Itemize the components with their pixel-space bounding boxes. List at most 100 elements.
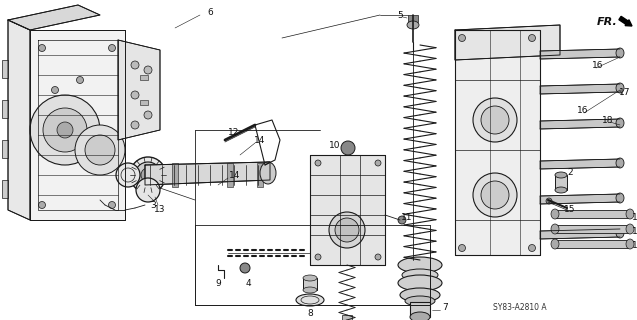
Circle shape xyxy=(335,218,359,242)
Ellipse shape xyxy=(555,187,567,193)
Circle shape xyxy=(315,160,321,166)
Circle shape xyxy=(329,212,365,248)
Circle shape xyxy=(481,181,509,209)
Polygon shape xyxy=(555,175,567,190)
Polygon shape xyxy=(2,60,8,78)
Text: 4: 4 xyxy=(245,278,251,287)
Polygon shape xyxy=(540,49,620,59)
Ellipse shape xyxy=(626,224,634,234)
Circle shape xyxy=(546,198,552,204)
Polygon shape xyxy=(8,20,30,220)
Circle shape xyxy=(116,163,140,187)
Polygon shape xyxy=(2,180,8,198)
Text: 1: 1 xyxy=(632,228,637,236)
Circle shape xyxy=(38,202,45,209)
Bar xyxy=(140,75,148,80)
Circle shape xyxy=(57,122,73,138)
Polygon shape xyxy=(408,15,418,22)
Circle shape xyxy=(144,111,152,119)
Polygon shape xyxy=(2,140,8,158)
Circle shape xyxy=(481,106,509,134)
Polygon shape xyxy=(145,162,270,185)
Text: 9: 9 xyxy=(215,278,221,287)
Circle shape xyxy=(375,160,381,166)
Circle shape xyxy=(52,86,59,93)
Polygon shape xyxy=(555,210,630,218)
Polygon shape xyxy=(257,163,263,187)
Text: 17: 17 xyxy=(619,87,631,97)
Polygon shape xyxy=(540,229,620,239)
Circle shape xyxy=(375,254,381,260)
Polygon shape xyxy=(2,100,8,118)
Ellipse shape xyxy=(405,296,435,306)
Ellipse shape xyxy=(616,158,624,168)
Ellipse shape xyxy=(410,312,430,320)
Text: 1: 1 xyxy=(632,242,637,251)
Circle shape xyxy=(76,76,83,84)
Text: SY83-A2810 A: SY83-A2810 A xyxy=(493,302,547,311)
Text: 8: 8 xyxy=(307,308,313,317)
Ellipse shape xyxy=(616,118,624,128)
Ellipse shape xyxy=(398,275,442,291)
Circle shape xyxy=(85,135,115,165)
Polygon shape xyxy=(227,163,233,187)
Circle shape xyxy=(108,44,115,52)
Ellipse shape xyxy=(398,257,442,273)
Text: 12: 12 xyxy=(228,127,240,137)
Text: 13: 13 xyxy=(154,205,166,214)
Circle shape xyxy=(473,173,517,217)
Ellipse shape xyxy=(400,288,440,302)
Circle shape xyxy=(136,178,160,202)
Text: 11: 11 xyxy=(401,213,413,222)
Ellipse shape xyxy=(626,239,634,249)
Ellipse shape xyxy=(402,269,438,281)
Ellipse shape xyxy=(551,224,559,234)
Text: FR.: FR. xyxy=(597,17,618,27)
Text: 15: 15 xyxy=(564,205,576,214)
Circle shape xyxy=(144,66,152,74)
Bar xyxy=(140,100,148,105)
Circle shape xyxy=(141,168,155,182)
Polygon shape xyxy=(455,30,540,255)
Ellipse shape xyxy=(303,275,317,281)
Circle shape xyxy=(131,91,139,99)
Circle shape xyxy=(108,202,115,209)
Text: 1: 1 xyxy=(632,213,637,222)
Ellipse shape xyxy=(555,172,567,178)
Bar xyxy=(342,315,352,320)
Text: 14: 14 xyxy=(229,171,241,180)
Polygon shape xyxy=(455,25,560,60)
Polygon shape xyxy=(8,5,100,30)
Ellipse shape xyxy=(296,294,324,306)
Text: 16: 16 xyxy=(577,106,589,115)
Polygon shape xyxy=(555,225,630,233)
Text: 5: 5 xyxy=(397,11,403,20)
Polygon shape xyxy=(30,30,125,220)
Bar xyxy=(303,278,317,290)
Ellipse shape xyxy=(626,209,634,219)
Polygon shape xyxy=(118,40,160,140)
Polygon shape xyxy=(310,155,385,265)
Circle shape xyxy=(398,216,406,224)
Text: 2: 2 xyxy=(567,167,573,177)
Text: 10: 10 xyxy=(329,140,341,149)
Ellipse shape xyxy=(616,193,624,203)
Circle shape xyxy=(75,125,125,175)
Text: 16: 16 xyxy=(592,60,604,69)
Polygon shape xyxy=(540,159,620,169)
Circle shape xyxy=(240,263,250,273)
Circle shape xyxy=(529,244,536,252)
Ellipse shape xyxy=(616,48,624,58)
Ellipse shape xyxy=(616,83,624,93)
FancyArrow shape xyxy=(619,16,632,26)
Circle shape xyxy=(473,98,517,142)
Ellipse shape xyxy=(551,209,559,219)
Circle shape xyxy=(131,61,139,69)
Circle shape xyxy=(341,141,355,155)
Polygon shape xyxy=(172,163,178,187)
Polygon shape xyxy=(540,194,620,204)
Circle shape xyxy=(130,157,166,193)
Circle shape xyxy=(38,44,45,52)
Text: 3: 3 xyxy=(150,201,156,210)
Polygon shape xyxy=(555,240,630,248)
